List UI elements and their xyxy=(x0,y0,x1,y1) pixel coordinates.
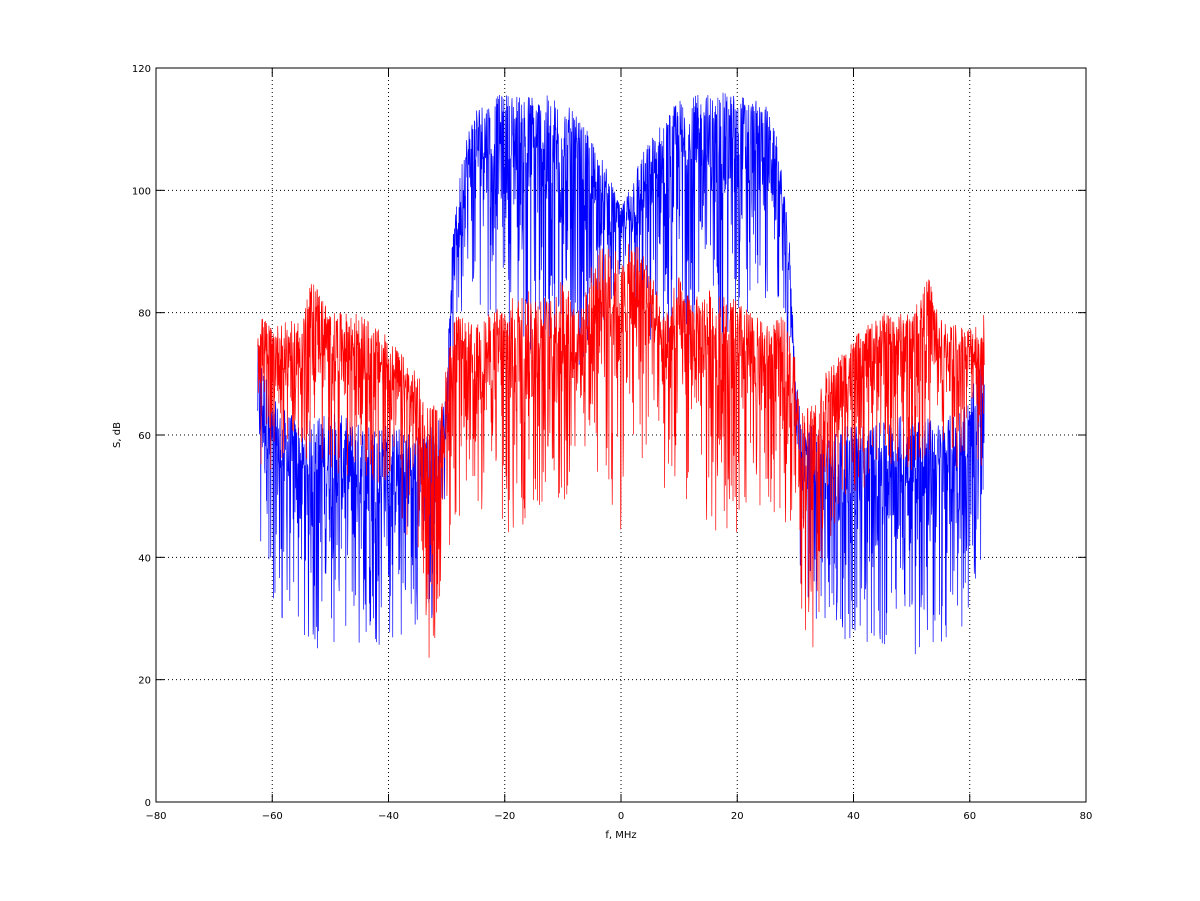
plot-area: −80 −60 −40 −20 0 20 40 60 80 0 20 40 60 80 100 120 xyxy=(132,64,1092,822)
y-tick-label: 100 xyxy=(132,186,151,197)
y-tick-label: 20 xyxy=(138,676,151,687)
x-tick-labels: −80 −60 −40 −20 0 20 40 60 80 xyxy=(145,811,1092,822)
y-tick-label: 0 xyxy=(145,798,151,809)
x-tick-label: −20 xyxy=(494,811,515,822)
y-tick-label: 120 xyxy=(132,64,151,75)
y-tick-labels: 0 20 40 60 80 100 120 xyxy=(132,64,151,809)
tick-marks xyxy=(155,67,1087,803)
series-2-trace xyxy=(257,243,985,658)
x-tick-label: 40 xyxy=(847,811,860,822)
x-tick-label: 80 xyxy=(1080,811,1093,822)
series-2-line xyxy=(257,243,985,658)
x-tick-label: 20 xyxy=(731,811,744,822)
y-axis-label: S, dB xyxy=(112,422,123,448)
x-tick-label: 60 xyxy=(963,811,976,822)
series-layer xyxy=(257,92,985,658)
y-tick-label: 40 xyxy=(138,553,151,564)
x-tick-label: −60 xyxy=(262,811,283,822)
x-tick-label: 0 xyxy=(618,811,624,822)
x-axis-label: f, MHz xyxy=(605,830,636,841)
x-tick-label: −40 xyxy=(378,811,399,822)
x-tick-label: −80 xyxy=(145,811,166,822)
y-tick-label: 80 xyxy=(138,309,151,320)
y-tick-label: 60 xyxy=(138,431,151,442)
